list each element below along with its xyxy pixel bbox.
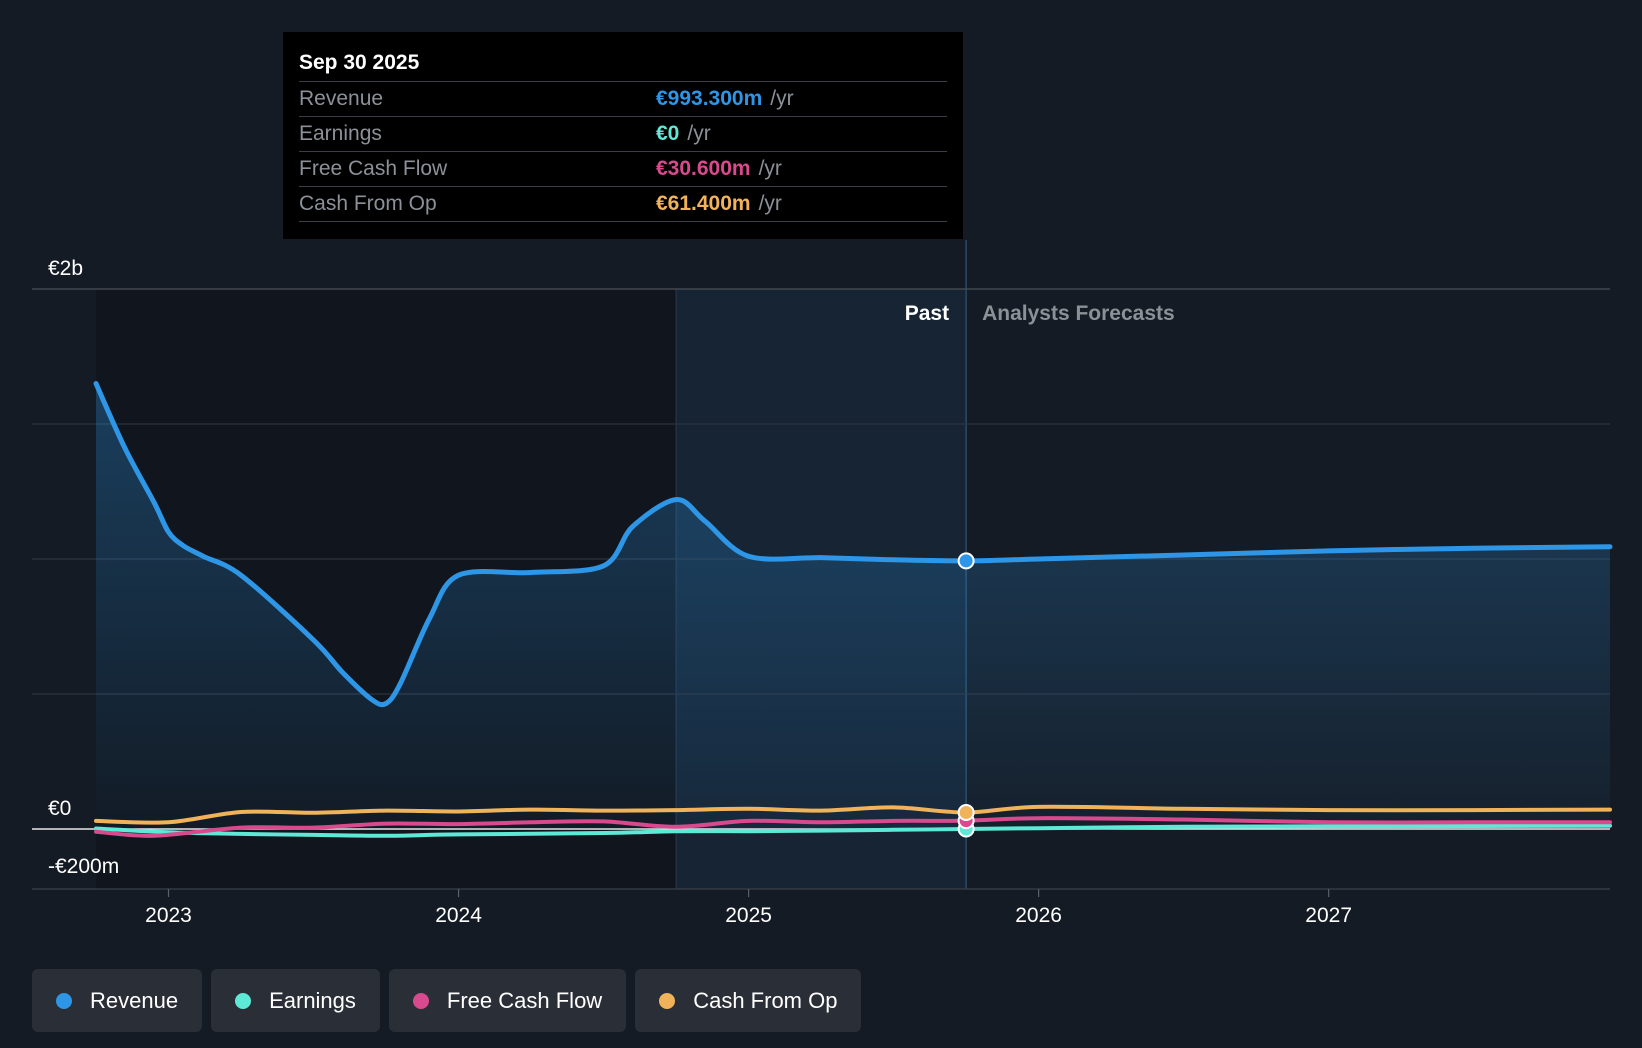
legend-item-revenue[interactable]: Revenue [32, 969, 203, 1032]
y-tick-label: €0 [48, 797, 71, 820]
tooltip-unit: /yr [758, 192, 782, 215]
x-tick-label: 2024 [435, 904, 482, 927]
legend: Revenue Earnings Free Cash Flow Cash Fro… [32, 969, 862, 1032]
legend-label: Earnings [269, 987, 356, 1013]
legend-dot-icon [56, 992, 72, 1009]
legend-item-cash-from-op[interactable]: Cash From Op [635, 969, 862, 1032]
tooltip-label: Earnings [299, 122, 382, 145]
tooltip-row-cash-from-op: Cash From Op €61.400m /yr [299, 186, 947, 222]
tooltip-row-revenue: Revenue €993.300m /yr [299, 81, 947, 116]
legend-label: Cash From Op [693, 987, 838, 1013]
y-tick-label: €2b [48, 257, 83, 280]
past-label: Past [905, 302, 949, 325]
tooltip-value: €30.600m [656, 157, 751, 180]
tooltip-unit: /yr [770, 87, 794, 110]
x-tick-label: 2025 [725, 904, 772, 927]
revenue-line [93, 381, 1613, 708]
legend-dot-icon [412, 992, 429, 1009]
tooltip-value: €61.400m [656, 192, 751, 215]
legend-item-free-cash-flow[interactable]: Free Cash Flow [388, 969, 627, 1032]
legend-item-earnings[interactable]: Earnings [211, 969, 380, 1032]
earnings-line [94, 823, 1612, 838]
tooltip-unit: /yr [758, 157, 782, 180]
revenue-area [96, 383, 1610, 829]
revenue-marker [957, 552, 975, 570]
legend-label: Free Cash Flow [446, 987, 603, 1013]
tooltip-value: €0 [656, 122, 680, 145]
tooltip-row-earnings: Earnings €0 /yr [299, 116, 947, 151]
tooltip-row-free-cash-flow: Free Cash Flow €30.600m /yr [299, 151, 947, 186]
tooltip-value: €993.300m [656, 87, 763, 110]
tooltip-label: Cash From Op [299, 192, 437, 215]
legend-dot-icon [659, 992, 676, 1009]
y-tick-label: -€200m [48, 855, 119, 878]
free-cash-flow-line [94, 816, 1612, 838]
tooltip-label: Free Cash Flow [299, 157, 448, 180]
x-tick-label: 2026 [1015, 904, 1062, 927]
x-tick-label: 2023 [145, 904, 192, 927]
legend-dot-icon [235, 992, 252, 1009]
tooltip: Sep 30 2025 Revenue €993.300m /yr Earnin… [283, 32, 963, 239]
tooltip-unit: /yr [687, 122, 711, 145]
legend-label: Revenue [90, 987, 179, 1013]
x-tick-label: 2027 [1305, 904, 1352, 927]
cash-from-op-line [94, 804, 1612, 825]
cash-from-op-marker [957, 804, 975, 822]
tooltip-label: Revenue [299, 87, 384, 110]
tooltip-date: Sep 30 2025 [299, 51, 420, 74]
forecast-label: Analysts Forecasts [982, 302, 1175, 325]
